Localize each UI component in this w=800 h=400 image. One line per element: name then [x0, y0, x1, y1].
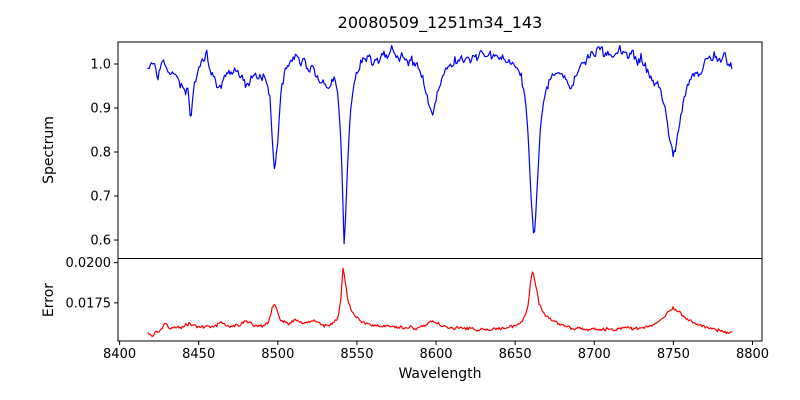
x-axis-label: Wavelength: [398, 366, 482, 382]
x-tick-label: 8550: [340, 347, 373, 362]
y-tick-label: 1.0: [90, 58, 111, 73]
y-tick-label: 0.0175: [66, 296, 112, 311]
y-tick-label: 0.7: [90, 190, 111, 205]
error-curve: [147, 267, 733, 337]
axes-frame: [117, 41, 763, 259]
y-tick-label: 0.0200: [66, 256, 112, 271]
y-tick-label: 0.9: [90, 102, 111, 117]
y-axis-label-error: Error: [41, 282, 57, 318]
x-tick-label: 8600: [419, 347, 452, 362]
axes-frame: [117, 258, 763, 342]
x-tick-label: 8750: [657, 347, 690, 362]
y-axis-label-spectrum: Spectrum: [41, 116, 57, 184]
y-tick-label: 0.8: [90, 146, 111, 161]
x-tick-label: 8800: [736, 347, 769, 362]
x-tick-label: 8400: [103, 347, 136, 362]
x-tick-label: 8500: [261, 347, 294, 362]
x-tick-label: 8650: [499, 347, 532, 362]
spectrum-curve: [147, 44, 733, 245]
chart-title: 20080509_1251m34_143: [337, 13, 543, 32]
x-tick-label: 8450: [182, 347, 215, 362]
y-tick-label: 0.6: [90, 234, 111, 249]
x-tick-label: 8700: [578, 347, 611, 362]
